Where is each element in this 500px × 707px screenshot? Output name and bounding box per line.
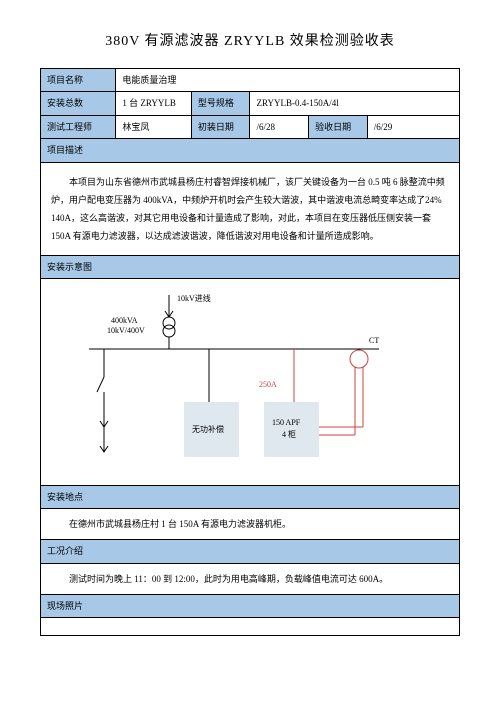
section-condition-header: 工况介绍 — [41, 540, 460, 563]
install-diagram: 10kV进线 400kVA 10kV/400V — [49, 287, 449, 477]
value-accept-date: /6/29 — [367, 115, 459, 138]
section-desc-body: 本项目为山东省德州市武城县杨庄村睿智焊接机械厂，该厂关键设备为一台 0.5 吨 … — [41, 162, 460, 255]
section-location-body: 在德州市武城县杨庄村 1 台 150A 有源电力滤波器机柜。 — [41, 509, 460, 540]
value-engineer: 林宝凤 — [116, 115, 191, 138]
diagram-line-label: 10kV进线 — [177, 293, 211, 303]
value-model: ZRYYLB-0.4-150A/4l — [250, 92, 460, 115]
section-condition-body: 测试时间为晚上 11：00 到 12:00，此时为用电高峰期，负载峰值电流可达 … — [41, 563, 460, 594]
diagram-current-label: 250A — [259, 380, 277, 389]
label-engineer: 测试工程师 — [41, 115, 116, 138]
diagram-xfmr-label1: 400kVA — [111, 316, 138, 325]
diagram-ct-label: CT — [369, 336, 379, 345]
label-accept-date: 验收日期 — [309, 115, 368, 138]
label-initial-date: 初装日期 — [191, 115, 250, 138]
label-install-qty: 安装总数 — [41, 92, 116, 115]
value-install-qty: 1 台 ZRYYLB — [116, 92, 191, 115]
section-location-header: 安装地点 — [41, 485, 460, 508]
label-project-name: 项目名称 — [41, 69, 116, 92]
location-text: 在德州市武城县杨庄村 1 台 150A 有源电力滤波器机柜。 — [47, 513, 453, 535]
section-desc-header: 项目描述 — [41, 139, 460, 162]
section-photo-body — [41, 618, 460, 636]
diagram-xfmr-label2: 10kV/400V — [107, 326, 145, 335]
condition-text: 测试时间为晚上 11：00 到 12:00，此时为用电高峰期，负载峰值电流可达 … — [47, 568, 453, 590]
label-model: 型号规格 — [191, 92, 250, 115]
value-initial-date: /6/28 — [250, 115, 309, 138]
section-diagram-header: 安装示意图 — [41, 255, 460, 278]
diagram-box1-label: 无功补偿 — [192, 424, 224, 434]
page-title: 380V 有源滤波器 ZRYYLB 效果检测验收表 — [40, 30, 460, 50]
inspection-table: 项目名称 电能质量治理 安装总数 1 台 ZRYYLB 型号规格 ZRYYLB-… — [40, 68, 460, 636]
diagram-box2-label2: 4 柜 — [282, 429, 296, 439]
diagram-cell: 10kV进线 400kVA 10kV/400V — [41, 278, 460, 485]
value-project-name: 电能质量治理 — [116, 69, 460, 92]
diagram-box2-label1: 150 APF — [272, 418, 301, 427]
section-photo-header: 现场照片 — [41, 594, 460, 617]
desc-text: 本项目为山东省德州市武城县杨庄村睿智焊接机械厂，该厂关键设备为一台 0.5 吨 … — [47, 167, 453, 251]
